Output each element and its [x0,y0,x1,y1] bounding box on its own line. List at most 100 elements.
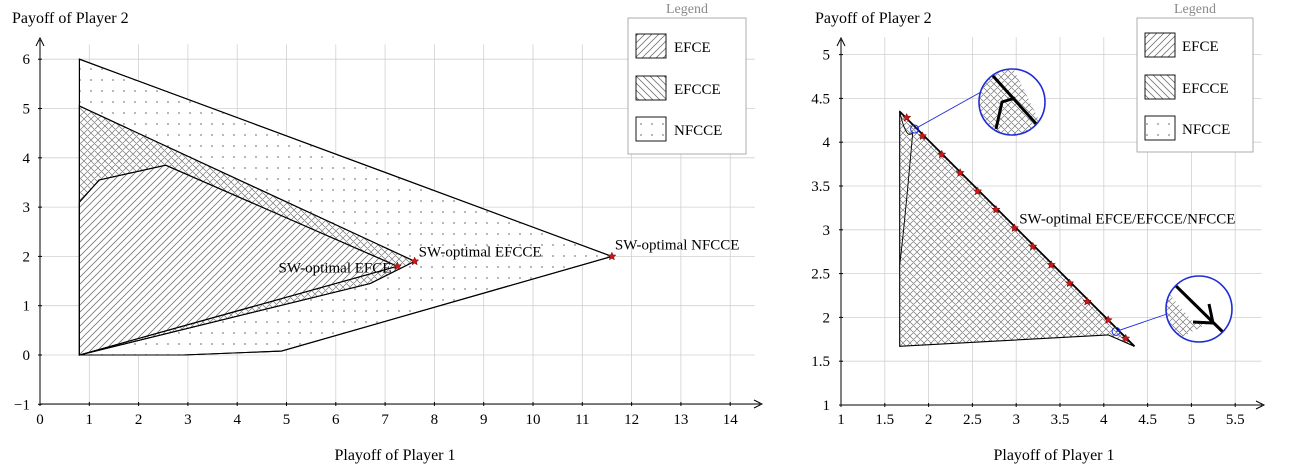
left-xtick-label-12: 12 [624,412,639,428]
right-points [902,112,1131,343]
right-xtick-label-2: 2 [925,412,933,428]
right-legend-label-efcce: EFCCE [1182,81,1229,97]
right-xtick-label-3: 3 [1012,412,1020,428]
right-legend-swatch-nfcce [1144,115,1176,141]
left-x-axis-arrow [753,399,764,409]
right-ticks: 1 1.5 2 2.5 3 3.5 4 4.5 5 5.5 1 1.5 2 2.5 3 3.5 4 4.5 5 [811,48,1244,428]
left-axes [35,36,764,409]
left-point-label-1: SW-optimal EFCCE [419,244,542,260]
left-ytick-label-4: 4 [23,151,31,167]
right-frontier-point-4 [973,186,983,196]
left-point-marker-1 [410,256,420,266]
right-legend-swatch-efce [1144,32,1176,58]
right-frontier-point-12 [1121,333,1131,343]
left-region-efce [78,164,400,356]
right-chart: 1 1.5 2 2.5 3 3.5 4 4.5 5 5.5 1 1.5 2 2.5 3 3.5 4 4.5 5 Pa… [811,2,1266,464]
right-frontier-point-8 [1046,259,1056,269]
right-legend: Legend EFCE EFCCE NFCCE [1136,2,1254,153]
right-xtick-label-4.5: 4.5 [1138,412,1157,428]
right-annotation-sw-optimal: SW-optimal EFCE/EFCCE/NFCCE [1019,211,1235,227]
left-y-axis-arrow [35,36,45,47]
left-xlabel: Playoff of Player 1 [334,447,455,464]
right-legend-swatch-efcce [1144,74,1176,100]
left-xtick-label-8: 8 [431,412,439,428]
right-legend-title: Legend [1174,2,1216,17]
right-xtick-label-5: 5 [1188,412,1196,428]
right-xtick-label-1.5: 1.5 [875,412,894,428]
left-legend: Legend EFCE EFCCE NFCCE [627,2,747,155]
right-ytick-label-2: 2 [823,310,831,326]
right-xlabel: Playoff of Player 1 [993,447,1114,464]
right-frontier-point-2 [937,149,947,159]
left-legend-swatch-efce [635,33,667,59]
right-ytick-label-2.5: 2.5 [811,267,830,283]
right-xtick-label-4: 4 [1100,412,1108,428]
right-xtick-label-1: 1 [837,412,845,428]
left-xtick-label-5: 5 [283,412,291,428]
left-legend-swatch-nfcce [635,116,667,142]
left-xtick-label-9: 9 [480,412,488,428]
right-legend-label-nfcce: NFCCE [1182,122,1230,138]
left-xtick-label-10: 10 [526,412,541,428]
left-point-marker-0 [392,261,403,271]
zoom-inset-2 [1165,275,1233,343]
right-frontier-point-0 [902,112,912,122]
left-ytick-label-6: 6 [23,52,31,68]
right-ytick-label-4.5: 4.5 [811,91,830,107]
right-xtick-label-3.5: 3.5 [1051,412,1070,428]
right-frontier-point-11 [1103,315,1113,324]
left-ytick-label-3: 3 [23,200,31,216]
right-xtick-label-2.5: 2.5 [963,412,982,428]
right-inner-boundary [899,111,914,265]
zoom-marker-2 [1111,326,1121,336]
left-point-label-0: SW-optimal EFCE [279,260,392,276]
right-frontier-point-6 [1009,223,1020,232]
left-ytick-label-0: 0 [23,348,31,364]
right-ytick-label-3.5: 3.5 [811,179,830,195]
right-ytick-label-1: 1 [823,398,831,414]
right-frontier-point-5 [991,204,1001,214]
right-frontier-point-9 [1065,278,1075,288]
left-ytick-label-2: 2 [23,249,31,265]
zoom-inset-2-edge [1192,303,1215,325]
left-xtick-label-3: 3 [184,412,192,428]
right-ylabel: Payoff of Player 2 [815,10,932,27]
zoom-inset-2-frontier [1172,282,1231,340]
left-regions [78,58,614,356]
left-ytick-label-1: 1 [23,299,31,315]
left-xtick-label-4: 4 [233,412,241,428]
right-x-axis-arrow [1255,400,1266,410]
right-legend-label-efce: EFCE [1182,39,1219,55]
left-xtick-label-2: 2 [135,412,143,428]
left-point-label-2: SW-optimal NFCCE [615,237,740,253]
left-point-marker-2 [607,251,617,261]
zoom-marker-1 [910,124,920,134]
left-legend-swatch-efcce [635,75,667,101]
left-xtick-label-14: 14 [723,412,739,428]
left-points: SW-optimal EFCE SW-optimal EFCCE SW-optima… [279,237,740,276]
zoom-connector-2 [1115,313,1168,332]
right-xtick-label-5.5: 5.5 [1226,412,1245,428]
left-ylabel: Payoff of Player 2 [12,10,129,27]
left-legend-title: Legend [666,2,708,17]
right-ytick-label-4: 4 [823,135,831,151]
right-y-axis-arrow [836,36,846,47]
zoom-inset-1 [978,68,1046,136]
zoom-inset-1-edge [994,96,1016,130]
right-frontier-line [899,110,1136,347]
right-frontier-point-1 [917,131,928,140]
right-frontier-point-7 [1028,241,1038,251]
left-xtick-label-1: 1 [86,412,94,428]
right-regions [899,110,1136,347]
zoom-insets [910,68,1233,343]
left-xtick-label-11: 11 [575,412,589,428]
right-ytick-label-3: 3 [823,223,831,239]
left-xtick-label-0: 0 [36,412,44,428]
right-ytick-label-5: 5 [823,48,831,64]
right-ytick-label-1.5: 1.5 [811,354,830,370]
left-legend-label-efce: EFCE [674,40,711,56]
left-legend-label-efcce: EFCCE [674,82,721,98]
